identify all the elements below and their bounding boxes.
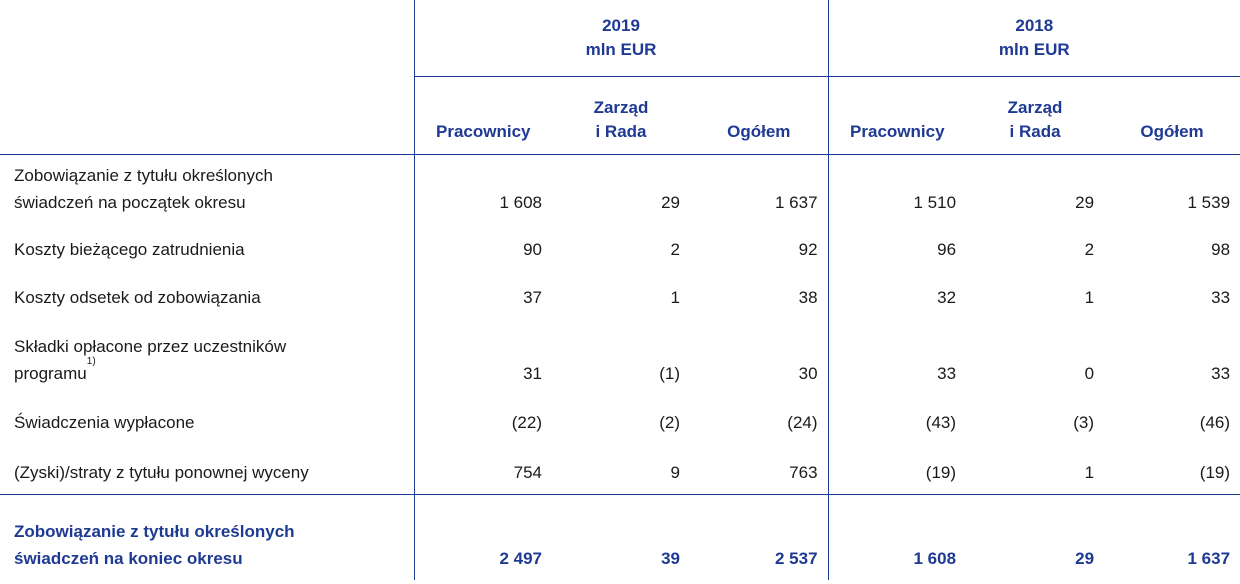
table-row: Koszty odsetek od zobowiązania 37 1 38 3…	[0, 271, 1240, 319]
row-label-line1: Zobowiązanie z tytułu określonych	[14, 166, 273, 185]
total-value: 1 637	[1187, 549, 1231, 568]
col-header-pracownicy-2018: Pracownicy	[827, 76, 967, 155]
cell-value: 31	[413, 319, 552, 395]
col-header-zarzad-2019: Zarząd i Rada	[552, 76, 690, 155]
cell-value: 1 539	[1187, 193, 1231, 212]
table-row: Składki opłacone przez uczestników progr…	[0, 319, 1240, 395]
total-value: 2 497	[413, 494, 552, 580]
year-2019-unit: mln EUR	[585, 40, 657, 59]
col-header-ogolem-2018: Ogółem	[1104, 76, 1240, 155]
row-label-line1: Składki opłacone przez uczestników	[14, 337, 287, 356]
cell-value: 98	[1211, 240, 1231, 259]
cell-value: 96	[827, 224, 967, 271]
col-header-pracownicy-2019: Pracownicy	[413, 76, 552, 155]
year-header-row: 2019 mln EUR 2018 mln EUR	[0, 0, 1240, 77]
row-label: Składki opłacone przez uczestników progr…	[0, 319, 414, 395]
year-2018-header: 2018 mln EUR	[827, 0, 1240, 77]
cell-value: 38	[798, 288, 818, 307]
cell-value: 1	[670, 288, 680, 307]
table-row: Koszty bieżącego zatrudnienia 90 2 92 96…	[0, 224, 1240, 271]
cell-value: 29	[661, 193, 680, 212]
cell-value: 1 510	[827, 154, 967, 224]
cell-value: 90	[413, 224, 552, 271]
cell-value: (24)	[787, 413, 818, 432]
cell-value: 32	[827, 271, 967, 319]
total-value: 39	[661, 549, 680, 568]
cell-value: (46)	[1199, 413, 1231, 432]
cell-value: (3)	[1073, 413, 1095, 432]
cell-value: 2	[1084, 240, 1095, 259]
cell-value: 1 608	[413, 154, 552, 224]
table-row: Świadczenia wypłacone (22) (2) (24) (43)…	[0, 395, 1240, 444]
row-label-line2: programu1)	[14, 357, 414, 387]
total-value: 1 608	[827, 494, 967, 580]
year-2018-unit: mln EUR	[998, 40, 1070, 59]
cell-value: 30	[798, 364, 818, 383]
cell-value: 29	[1075, 193, 1095, 212]
cell-value: 754	[413, 444, 552, 495]
col-header-zarzad-2018: Zarząd i Rada	[966, 76, 1105, 155]
footnote-marker: 1)	[86, 356, 96, 367]
cell-value: (1)	[659, 364, 680, 383]
year-2019-header: 2019 mln EUR	[413, 0, 829, 77]
cell-value: (19)	[1104, 444, 1240, 495]
cell-value: (22)	[413, 395, 552, 444]
total-row: Zobowiązanie z tytułu określonych świadc…	[0, 494, 1240, 580]
col-header-zarzad-line1: Zarząd	[593, 97, 649, 117]
table-row: (Zyski)/straty z tytułu ponownej wyceny …	[0, 444, 1240, 495]
table-row: Zobowiązanie z tytułu określonych świadc…	[0, 154, 1240, 224]
row-label-line1: Zobowiązanie z tytułu określonych	[14, 522, 295, 541]
cell-value: (2)	[659, 413, 680, 432]
total-value: 29	[1075, 549, 1095, 568]
cell-value: (19)	[827, 444, 967, 495]
cell-value: 1	[1084, 288, 1095, 307]
row-label: (Zyski)/straty z tytułu ponownej wyceny	[0, 444, 414, 495]
row-label: Koszty odsetek od zobowiązania	[14, 288, 261, 307]
column-header-row: Pracownicy Zarząd i Rada Ogółem Pracowni…	[0, 76, 1240, 155]
row-label: Zobowiązanie z tytułu określonych świadc…	[0, 154, 414, 224]
cell-value: 1 637	[774, 193, 818, 212]
col-header-zarzad-line1: Zarząd	[1007, 97, 1063, 117]
cell-value: 37	[413, 271, 552, 319]
cell-value: 33	[1211, 288, 1231, 307]
cell-value: 763	[690, 444, 829, 495]
year-2018-label: 2018	[1015, 16, 1054, 35]
col-header-zarzad-line2: i Rada	[595, 121, 647, 141]
cell-value: 33	[827, 319, 967, 395]
cell-value: 2	[670, 240, 680, 259]
cell-value: 92	[798, 240, 818, 259]
cell-value: 33	[1211, 364, 1231, 383]
cell-value: 1	[966, 444, 1105, 495]
cell-value: 0	[1084, 364, 1095, 383]
row-label: Świadczenia wypłacone	[14, 413, 195, 432]
row-label-line2: świadczeń na początek okresu	[14, 193, 246, 212]
col-header-ogolem-2019: Ogółem	[690, 76, 829, 155]
total-value: 2 537	[774, 549, 818, 568]
col-header-zarzad-line2: i Rada	[1009, 121, 1061, 141]
row-label: Koszty bieżącego zatrudnienia	[14, 240, 245, 259]
year-2019-label: 2019	[602, 16, 640, 35]
cell-value: 9	[552, 444, 690, 495]
header-label-cell	[0, 76, 414, 155]
row-label-line2: świadczeń na koniec okresu	[14, 549, 243, 568]
header-empty-cell	[0, 0, 414, 76]
cell-value: (43)	[827, 395, 967, 444]
total-row-label: Zobowiązanie z tytułu określonych świadc…	[0, 494, 414, 580]
row-label-text: programu	[14, 364, 87, 383]
